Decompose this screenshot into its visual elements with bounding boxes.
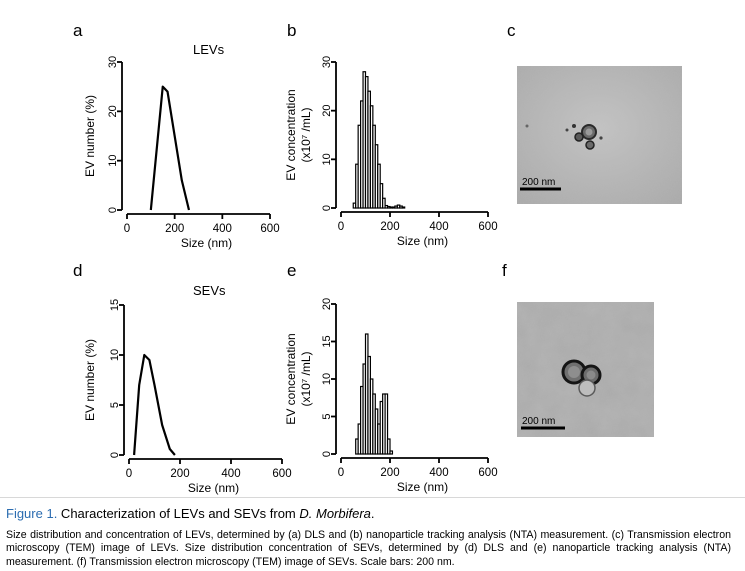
- chart-d: 0 5 10 15 0 200 400 600 Size (nm) EV number (%): [83, 299, 292, 495]
- panel-f-letter: f: [502, 261, 507, 280]
- y-tick-label: 5: [321, 413, 333, 419]
- x-axis-label: Size (nm): [188, 481, 239, 495]
- y-tick-label: 0: [321, 451, 333, 457]
- caption-title-text: Characterization of LEVs and SEVs from: [57, 506, 300, 521]
- y-tick-label: 30: [321, 56, 333, 68]
- x-tick-label: 200: [380, 221, 399, 233]
- x-tick-label: 400: [429, 221, 448, 233]
- y-tick-label: 20: [321, 298, 333, 310]
- panel-d-letter: d: [73, 261, 83, 280]
- y-tick-label: 0: [321, 205, 333, 211]
- x-tick-label: 400: [213, 223, 232, 235]
- y-tick-label: 5: [109, 402, 121, 408]
- y-tick-label: 0: [109, 452, 121, 458]
- caption-divider: [0, 497, 745, 498]
- y-tick-label: 10: [321, 153, 333, 165]
- x-tick-label: 0: [124, 223, 130, 235]
- x-tick-label: 0: [338, 221, 344, 233]
- y-tick-label: 15: [109, 299, 121, 311]
- data-line: [149, 85, 191, 211]
- x-axis-label: Size (nm): [397, 234, 448, 248]
- y-tick-label: 30: [107, 56, 119, 68]
- y-axis-label: EV concentration: [284, 89, 298, 180]
- figure-caption-body: Size distribution and concentration of L…: [6, 529, 731, 568]
- tem-image-sevs: 200 nm: [517, 302, 654, 437]
- histogram-bar: [386, 438, 391, 455]
- x-axis-label: Size (nm): [181, 236, 232, 250]
- histogram-bar: [384, 393, 389, 455]
- histogram-bar: [382, 197, 386, 209]
- histogram-bar: [379, 183, 384, 209]
- caption-species: D. Morbifera: [299, 506, 371, 521]
- histogram-bar: [401, 206, 406, 209]
- panel-c-letter: c: [507, 21, 516, 40]
- panel-b-letter: b: [287, 21, 297, 40]
- tem-sevs-micrograph: 200 nm: [517, 302, 654, 437]
- histogram-bar: [389, 450, 394, 455]
- x-axis-label: Size (nm): [397, 480, 448, 494]
- chart-a: 0 10 20 30 0 200 400 600 Size (nm) EV number (%): [83, 56, 280, 250]
- x-tick-label: 400: [221, 468, 240, 480]
- y-tick-label: 10: [321, 373, 333, 385]
- x-tick-label: 0: [338, 467, 344, 479]
- panel-d-title: SEVs: [193, 283, 226, 298]
- y-tick-label: 15: [321, 335, 333, 347]
- panel-a-letter: a: [73, 21, 83, 40]
- x-tick-label: 0: [126, 468, 132, 480]
- x-tick-label: 600: [260, 223, 279, 235]
- panel-e-letter: e: [287, 261, 297, 280]
- x-tick-label: 600: [478, 221, 497, 233]
- figure-label: Figure 1.: [6, 506, 58, 521]
- x-tick-label: 200: [165, 223, 184, 235]
- x-tick-label: 600: [272, 468, 291, 480]
- y-axis-label: EV concentration: [284, 333, 298, 424]
- figure-caption-title: Figure 1. Characterization of LEVs and S…: [6, 506, 731, 521]
- tem-f-scalebar-label: 200 nm: [522, 416, 555, 427]
- x-tick-label: 600: [478, 467, 497, 479]
- panel-a-title: LEVs: [193, 42, 225, 57]
- tem-image-levs: 200 nm: [517, 66, 682, 204]
- y-tick-label: 10: [107, 155, 119, 167]
- y-tick-label: 20: [107, 105, 119, 117]
- tem-c-scalebar-label: 200 nm: [522, 177, 555, 188]
- x-tick-label: 400: [429, 467, 448, 479]
- x-tick-label: 200: [170, 468, 189, 480]
- caption-title-end: .: [370, 506, 375, 521]
- x-tick-label: 200: [380, 467, 399, 479]
- y-axis-label-units: (x10⁷ /mL): [299, 107, 313, 162]
- y-axis-label: EV number (%): [83, 95, 97, 177]
- tem-levs-micrograph: 200 nm: [517, 66, 682, 204]
- y-tick-label: 0: [107, 207, 119, 213]
- data-line: [133, 353, 176, 456]
- y-axis-label: EV number (%): [83, 339, 97, 421]
- chart-b: 0 10 20 30 0 200 400 600 Size (nm) EV concentrati…: [284, 56, 498, 248]
- y-tick-label: 10: [109, 349, 121, 361]
- y-tick-label: 20: [321, 105, 333, 117]
- y-axis-label-units: (x10⁷ /mL): [299, 351, 313, 406]
